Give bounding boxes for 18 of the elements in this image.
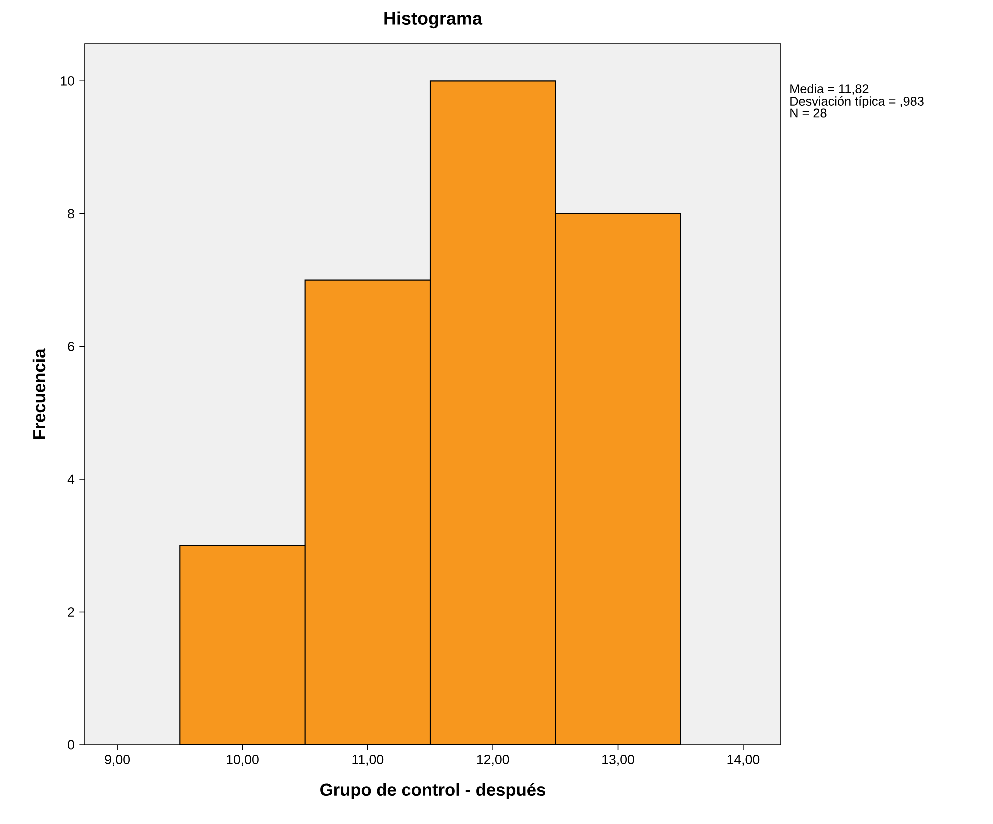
- chart-title: Histograma: [384, 12, 483, 29]
- y-axis-title: Frecuencia: [32, 348, 46, 440]
- text: Media = 11,82: [790, 84, 869, 96]
- x-tick-label: 14,00: [728, 755, 760, 766]
- y-tick-label: 6: [68, 342, 74, 352]
- y-tick-label: 0: [68, 740, 74, 750]
- x-tick-label: 10,00: [227, 755, 259, 766]
- y-tick-label: 2: [68, 608, 74, 617]
- x-tick-label: 12,00: [477, 755, 510, 766]
- x-tick-label: 9,00: [105, 755, 130, 766]
- y-tick-label: 8: [68, 209, 74, 219]
- text: N = 28: [790, 108, 827, 118]
- y-tick-label: 10: [61, 76, 74, 86]
- text: Desviación típica = ,983: [790, 96, 924, 108]
- x-axis-title: Grupo de control - después: [320, 783, 546, 800]
- y-tick-label: 4: [68, 474, 75, 484]
- x-tick-label: 13,00: [602, 755, 634, 766]
- x-tick-label: 11,00: [352, 755, 384, 766]
